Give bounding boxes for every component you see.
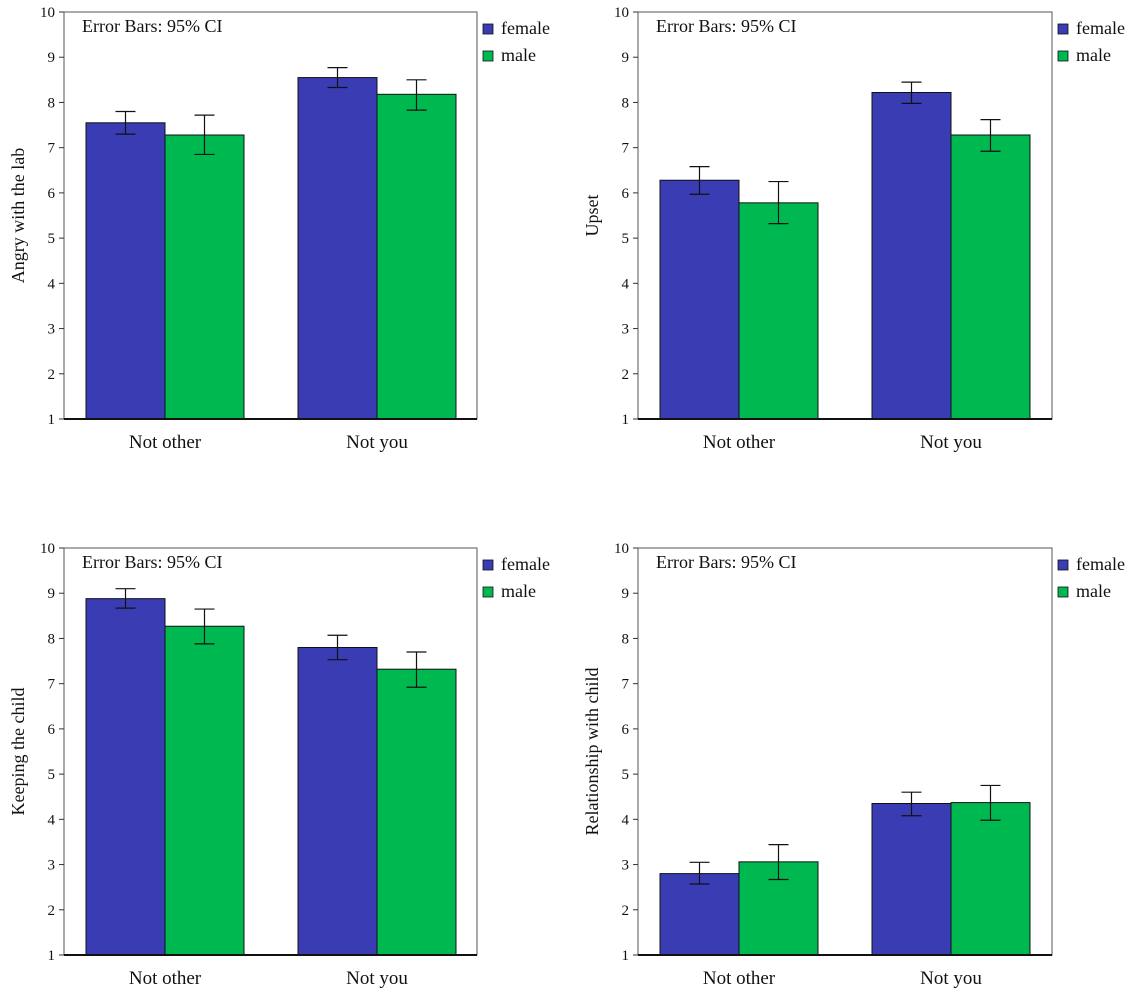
y-tick-label: 6	[622, 186, 630, 202]
y-tick-label: 7	[48, 141, 56, 157]
y-tick-label: 8	[622, 95, 630, 111]
bar-female-not-you	[297, 77, 378, 420]
x-category-label: Not other	[129, 968, 202, 989]
bar-male-not-you	[950, 134, 1031, 420]
y-tick-label: 8	[622, 631, 630, 647]
chart-panel-1: 1 2 3 4 5 6 7 8 9 10 Angry with the lab Not other No…	[8, 5, 550, 453]
legend-swatch-male	[1057, 586, 1069, 598]
legend-label-male: male	[501, 581, 536, 601]
y-tick-label: 2	[622, 903, 630, 919]
x-category-label: Not you	[920, 432, 982, 453]
y-tick-label: 4	[48, 812, 56, 828]
legend-label-female: female	[501, 554, 550, 574]
legend-label-female: female	[1076, 554, 1125, 574]
legend-swatch-female	[1057, 23, 1069, 35]
y-tick-label: 3	[622, 322, 630, 338]
legend-swatch-male	[482, 586, 494, 598]
y-tick-label: 3	[48, 322, 56, 338]
y-tick-label: 6	[48, 722, 56, 738]
y-tick-label: 9	[48, 586, 56, 602]
y-axis-label: Relationship with child	[582, 668, 602, 836]
y-tick-label: 5	[622, 767, 630, 783]
y-tick-label: 1	[48, 412, 56, 428]
legend-swatch-male	[482, 50, 494, 62]
y-tick-label: 7	[622, 141, 630, 157]
y-tick-label: 9	[48, 50, 56, 66]
chart-panel-4: 1 2 3 4 5 6 7 8 9 10 Relationship with child Not ot…	[582, 541, 1125, 989]
y-tick-label: 2	[48, 903, 56, 919]
chart-panel-2: 1 2 3 4 5 6 7 8 9 10 Upset Not other Not you Error Ba…	[582, 5, 1125, 453]
bar-female-not-you	[297, 646, 378, 956]
bar-male-not-you	[376, 668, 457, 956]
y-tick-label: 5	[48, 231, 56, 247]
bar-male-not-other	[738, 202, 819, 420]
chart-panel-3: 1 2 3 4 5 6 7 8 9 10 Keeping the child Not other Not…	[8, 541, 550, 989]
legend-label-male: male	[501, 45, 536, 65]
error-bars-note: Error Bars: 95% CI	[82, 16, 222, 36]
y-tick-label: 6	[622, 722, 630, 738]
y-tick-label: 4	[622, 812, 630, 828]
legend-label-male: male	[1076, 45, 1111, 65]
bar-male-not-other	[164, 625, 245, 956]
y-tick-label: 4	[48, 276, 56, 292]
x-category-label: Not other	[129, 432, 202, 453]
y-tick-label: 5	[622, 231, 630, 247]
y-axis-label: Keeping the child	[8, 688, 28, 816]
legend-swatch-female	[482, 23, 494, 35]
bar-female-not-other	[659, 873, 740, 956]
bar-female-not-you	[871, 91, 952, 420]
y-tick-label: 9	[622, 586, 630, 602]
y-tick-label: 8	[48, 95, 56, 111]
y-tick-label: 10	[614, 5, 629, 21]
y-axis-label: Upset	[582, 195, 602, 237]
y-tick-label: 1	[48, 948, 56, 964]
x-category-label: Not other	[703, 432, 776, 453]
error-bars-note: Error Bars: 95% CI	[656, 552, 796, 572]
y-tick-label: 4	[622, 276, 630, 292]
y-tick-label: 10	[40, 5, 55, 21]
error-bars-note: Error Bars: 95% CI	[656, 16, 796, 36]
y-tick-label: 1	[622, 412, 630, 428]
legend-label-male: male	[1076, 581, 1111, 601]
y-tick-label: 1	[622, 948, 630, 964]
y-tick-label: 7	[48, 677, 56, 693]
y-tick-label: 5	[48, 767, 56, 783]
x-category-label: Not you	[920, 968, 982, 989]
error-bars-note: Error Bars: 95% CI	[82, 552, 222, 572]
y-tick-label: 8	[48, 631, 56, 647]
x-category-label: Not you	[346, 968, 408, 989]
y-tick-label: 2	[48, 367, 56, 383]
bar-female-not-other	[85, 598, 166, 956]
y-tick-label: 9	[622, 50, 630, 66]
y-tick-label: 10	[614, 541, 629, 557]
legend-swatch-male	[1057, 50, 1069, 62]
legend-swatch-female	[1057, 559, 1069, 571]
bar-male-not-you	[376, 93, 457, 420]
y-tick-label: 3	[48, 858, 56, 874]
legend-swatch-female	[482, 559, 494, 571]
bar-female-not-you	[871, 803, 952, 956]
bar-male-not-other	[164, 134, 245, 420]
y-tick-label: 3	[622, 858, 630, 874]
x-category-label: Not you	[346, 432, 408, 453]
y-tick-label: 2	[622, 367, 630, 383]
y-tick-label: 10	[40, 541, 55, 557]
y-tick-label: 7	[622, 677, 630, 693]
bar-female-not-other	[85, 122, 166, 420]
bar-male-not-you	[950, 802, 1031, 956]
y-tick-label: 6	[48, 186, 56, 202]
legend-label-female: female	[501, 18, 550, 38]
bar-female-not-other	[659, 179, 740, 420]
legend-label-female: female	[1076, 18, 1125, 38]
x-category-label: Not other	[703, 968, 776, 989]
y-axis-label: Angry with the lab	[8, 148, 28, 283]
